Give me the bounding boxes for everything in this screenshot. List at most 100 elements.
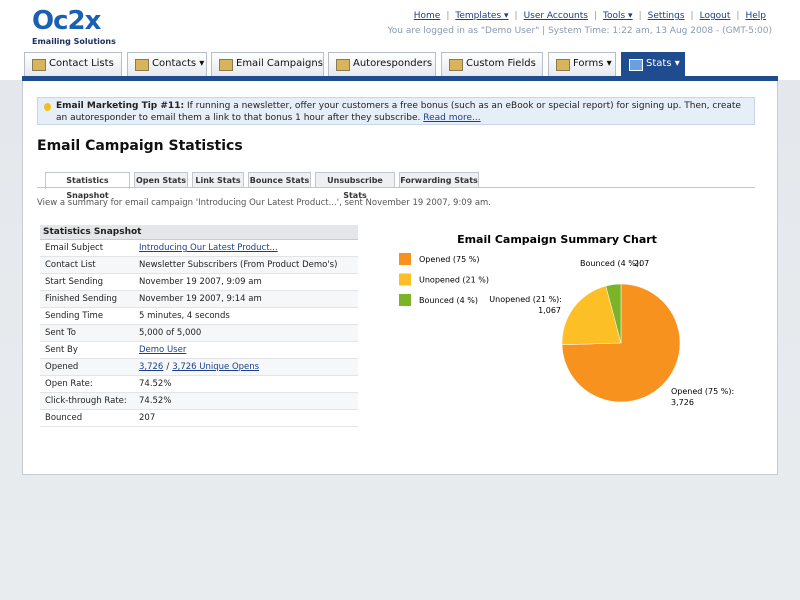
row-value: 3,726/3,726 Unique Opens bbox=[139, 359, 259, 376]
value-text: 74.52% bbox=[139, 379, 172, 389]
nav-tab[interactable]: Custom Fields ▾ bbox=[441, 52, 543, 91]
pie-chart: Email Campaign Summary Chart Opened (75 %… bbox=[399, 233, 734, 407]
sub-tab[interactable]: Link Stats bbox=[192, 172, 244, 188]
tip: Email Marketing Tip #11: If running a ne… bbox=[37, 97, 755, 125]
top-link[interactable]: Logout bbox=[699, 11, 731, 21]
chart-title: Email Campaign Summary Chart bbox=[457, 233, 657, 246]
legend-swatch bbox=[399, 253, 411, 265]
pie-slice bbox=[561, 285, 622, 346]
value-text: November 19 2007, 9:09 am bbox=[139, 277, 262, 287]
top-link[interactable]: User Accounts bbox=[523, 11, 588, 21]
row-label: Sent By bbox=[45, 345, 78, 355]
sub-tab-line bbox=[37, 187, 755, 188]
row-value: 5 minutes, 4 seconds bbox=[139, 308, 230, 325]
top-link[interactable]: Help bbox=[745, 11, 766, 21]
link-separator: | bbox=[446, 11, 450, 21]
link-separator: | bbox=[690, 11, 694, 21]
row-value: 207 bbox=[139, 410, 155, 427]
table-row[interactable]: Start Sending November 19 2007, 9:09 am bbox=[40, 274, 358, 291]
table-header: Statistics Snapshot bbox=[40, 225, 358, 240]
row-value: Newsletter Subscribers (From Product Dem… bbox=[139, 257, 337, 274]
value-text: 5,000 of 5,000 bbox=[139, 328, 202, 338]
nav-tab[interactable]: Stats ▾ bbox=[621, 52, 685, 76]
heading: Email Campaign Statistics bbox=[37, 138, 243, 154]
top-link[interactable]: Home bbox=[413, 11, 441, 21]
tip-title: Email Marketing Tip #11: bbox=[56, 101, 185, 111]
sub-tab[interactable]: Bounce Stats bbox=[248, 172, 311, 188]
sub-tab[interactable]: Statistics Snapshot bbox=[45, 172, 130, 200]
nav-bar bbox=[22, 76, 778, 81]
value-text: 74.52% bbox=[139, 396, 172, 406]
pie-slice bbox=[605, 283, 622, 344]
table-row[interactable]: Finished Sending November 19 2007, 9:14 a… bbox=[40, 291, 358, 308]
table-row[interactable]: Sent By Demo User bbox=[40, 342, 358, 359]
value-link[interactable]: Introducing Our Latest Product... bbox=[139, 243, 278, 253]
top-link[interactable]: Tools ▾ bbox=[603, 11, 633, 21]
value-link[interactable]: 3,726 bbox=[139, 362, 164, 372]
row-value: Demo User bbox=[139, 342, 186, 359]
nav-tab[interactable]: Autoresponders ▾ bbox=[328, 52, 436, 91]
table-row[interactable]: Contact List Newsletter Subscribers (From… bbox=[40, 257, 358, 274]
top-link[interactable]: Templates ▾ bbox=[455, 11, 509, 21]
nav-tab[interactable]: Contacts ▾ bbox=[127, 52, 207, 76]
slice-label: Opened (75 %): bbox=[671, 387, 734, 396]
row-label: Sent To bbox=[45, 328, 76, 338]
status-line: You are logged in as "Demo User" | Syste… bbox=[387, 26, 772, 36]
row-value: 74.52% bbox=[139, 393, 171, 410]
table-row[interactable]: Sending Time 5 minutes, 4 seconds bbox=[40, 308, 358, 325]
link-separator: | bbox=[593, 11, 598, 21]
tip-link[interactable]: Read more... bbox=[423, 113, 481, 123]
row-label: Opened bbox=[45, 362, 79, 372]
tip-text: If running a newsletter, offer your cust… bbox=[56, 101, 741, 123]
slice-value: 207 bbox=[634, 259, 649, 268]
logo-tagline: Emailing Solutions bbox=[32, 37, 116, 46]
row-value: November 19 2007, 9:09 am bbox=[139, 274, 262, 291]
legend-label: Bounced (4 %) bbox=[419, 296, 478, 305]
slice-label: Unopened (21 %): bbox=[489, 295, 562, 304]
sub-tab[interactable]: Unsubscribe Stats bbox=[315, 172, 395, 200]
row-label: Bounced bbox=[45, 413, 83, 423]
top-links: Home | Templates ▾ | User Accounts | Tools ▾ | S… bbox=[414, 11, 766, 21]
legend-swatch bbox=[399, 273, 411, 286]
slice-value: 1,067 bbox=[538, 306, 561, 315]
row-label: Open Rate: bbox=[45, 379, 93, 389]
legend-swatch bbox=[399, 294, 411, 306]
legend-label: Unopened (21 %) bbox=[419, 276, 489, 285]
value-text: November 19 2007, 9:14 am bbox=[139, 294, 262, 304]
value-text: Newsletter Subscribers (From Product Dem… bbox=[139, 260, 338, 270]
table-row[interactable]: Opened 3,726/3,726 Unique Opens bbox=[40, 359, 358, 376]
row-value: 74.52% bbox=[139, 376, 171, 393]
row-label: Start Sending bbox=[45, 277, 104, 287]
value-link[interactable]: Demo User bbox=[139, 345, 187, 355]
link-separator: | bbox=[514, 11, 518, 21]
row-value: 5,000 of 5,000 bbox=[139, 325, 201, 342]
slice-label: Bounced (4 %): bbox=[580, 259, 642, 268]
row-value: November 19 2007, 9:14 am bbox=[139, 291, 262, 308]
table-row[interactable]: Email Subject Introducing Our Latest Prod… bbox=[40, 240, 358, 257]
value-text: 207 bbox=[139, 413, 156, 423]
row-label: Click-through Rate: bbox=[45, 396, 127, 406]
slice-value: 3,726 bbox=[671, 398, 694, 407]
table-row[interactable]: Open Rate: 74.52% bbox=[40, 376, 358, 393]
value-separator: / bbox=[166, 362, 170, 372]
nav-tab[interactable]: Contact Lists ▾ bbox=[24, 52, 122, 91]
top-link[interactable]: Settings bbox=[647, 11, 685, 21]
logo[interactable]: Oc2x bbox=[32, 6, 101, 36]
sub-tab[interactable]: Forwarding Stats bbox=[399, 172, 479, 188]
stats-table: Statistics Snapshot Email Subject Introduc… bbox=[40, 225, 358, 427]
nav-tab[interactable]: Email Campaigns ▾ bbox=[211, 52, 324, 91]
nav-tab[interactable]: Forms ▾ bbox=[548, 52, 616, 76]
description: View a summary for email campaign 'Intro… bbox=[37, 198, 492, 208]
legend-label: Opened (75 %) bbox=[419, 255, 479, 264]
link-separator: | bbox=[638, 11, 642, 21]
row-value: Introducing Our Latest Product... bbox=[139, 240, 278, 257]
sub-tab[interactable]: Open Stats bbox=[134, 172, 188, 188]
row-label: Email Subject bbox=[45, 243, 104, 253]
table-row[interactable]: Click-through Rate: 74.52% bbox=[40, 393, 358, 410]
value-link[interactable]: 3,726 Unique Opens bbox=[172, 362, 260, 372]
table-row[interactable]: Bounced 207 bbox=[40, 410, 358, 427]
row-label: Sending Time bbox=[45, 311, 104, 321]
table-row[interactable]: Sent To 5,000 of 5,000 bbox=[40, 325, 358, 342]
row-label: Contact List bbox=[45, 260, 96, 270]
